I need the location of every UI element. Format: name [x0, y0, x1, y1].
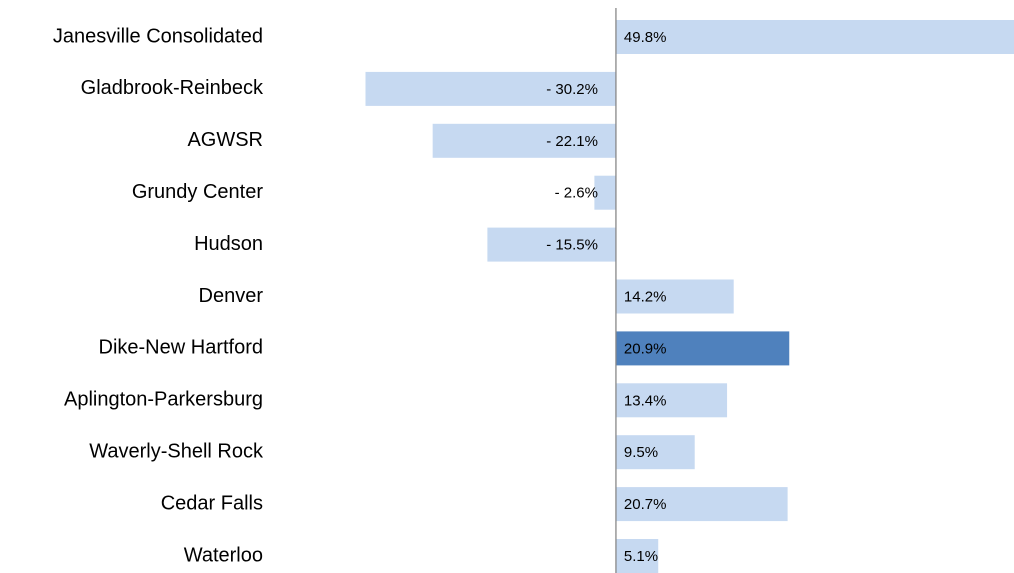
- category-label: Waverly-Shell Rock: [89, 440, 264, 462]
- bar: [432, 123, 616, 158]
- value-label: - 22.1%: [546, 133, 598, 150]
- value-label: - 15.5%: [546, 237, 598, 254]
- bar: [615, 539, 659, 573]
- bar: [615, 331, 790, 366]
- bar: [615, 487, 788, 522]
- value-label: 5.1%: [624, 548, 658, 565]
- category-label: Janesville Consolidated: [53, 25, 263, 47]
- bar: [615, 20, 1014, 54]
- category-label: Gladbrook-Reinbeck: [81, 77, 264, 99]
- bar: [615, 279, 734, 314]
- value-label: 20.7%: [624, 496, 667, 513]
- bar: [365, 71, 616, 106]
- value-label: 14.2%: [624, 288, 667, 305]
- bar: [487, 227, 616, 262]
- bar: [594, 175, 616, 210]
- category-label: Hudson: [194, 233, 263, 255]
- bars: [365, 20, 1014, 573]
- category-label: AGWSR: [187, 129, 263, 151]
- value-label: 9.5%: [624, 444, 658, 461]
- value-label: 13.4%: [624, 392, 667, 409]
- value-label: - 2.6%: [555, 185, 598, 202]
- category-label: Cedar Falls: [161, 492, 263, 514]
- category-label: Denver: [199, 285, 264, 307]
- bar: [615, 435, 695, 470]
- category-label: Grundy Center: [132, 181, 264, 203]
- category-label: Aplington-Parkersburg: [64, 389, 263, 411]
- value-label: - 30.2%: [546, 81, 598, 98]
- value-label: 20.9%: [624, 340, 667, 357]
- bar: [615, 383, 728, 418]
- value-label: 49.8%: [624, 29, 667, 46]
- category-label: Waterloo: [184, 544, 263, 566]
- category-label: Dike-New Hartford: [99, 337, 263, 359]
